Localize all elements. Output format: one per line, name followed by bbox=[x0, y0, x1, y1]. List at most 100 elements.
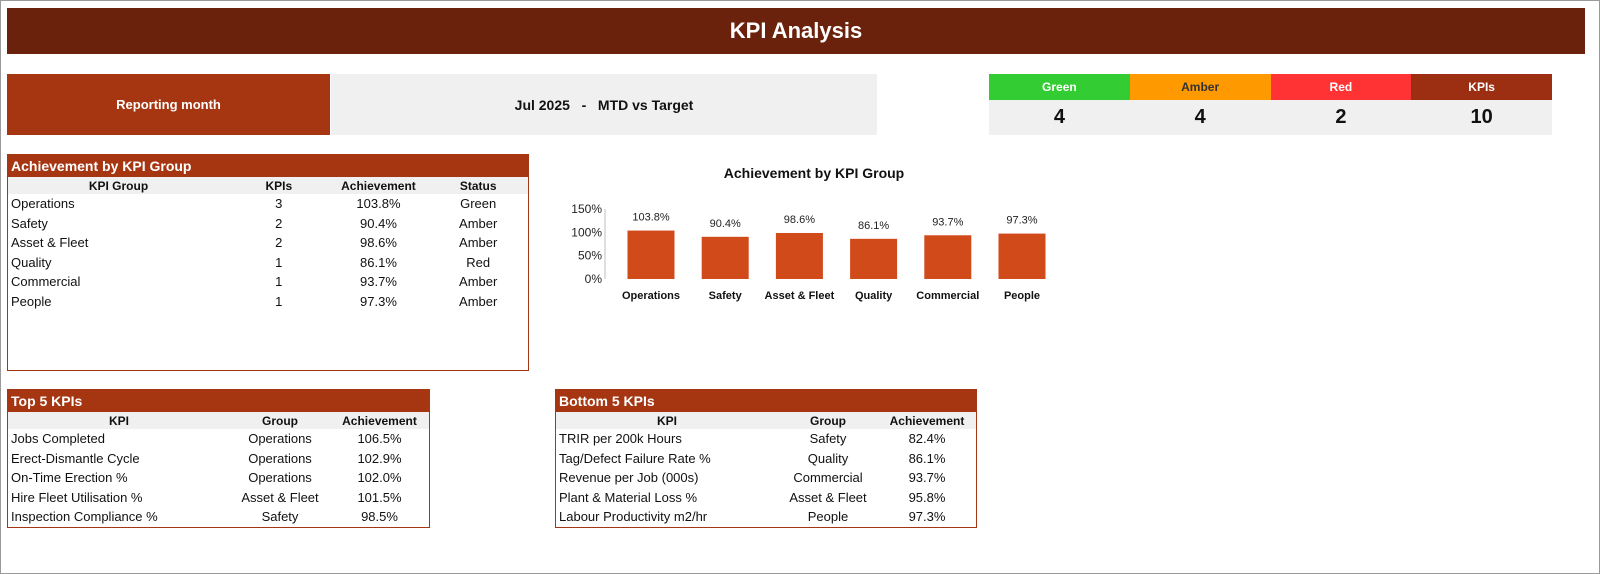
table-cell: Jobs Completed bbox=[11, 431, 105, 447]
table-cell: 93.7% bbox=[360, 274, 397, 290]
table-row[interactable]: Safety 2 90.4% Amber bbox=[8, 214, 528, 234]
status-tile-count: 4 bbox=[989, 100, 1130, 135]
column-header[interactable]: KPIs bbox=[229, 177, 329, 194]
table-cell: Operations bbox=[11, 196, 75, 212]
table-cell: Amber bbox=[459, 215, 498, 231]
reporting-month-value[interactable]: Jul 2025 - MTD vs Target bbox=[331, 74, 877, 135]
achievement-chart[interactable]: Achievement by KPI Group 0% 50% 100% 150% 103… bbox=[548, 160, 1068, 310]
bar bbox=[850, 238, 898, 279]
table-cell: 82.4% bbox=[908, 431, 946, 447]
table-row[interactable]: Operations 3 103.8% Green bbox=[8, 194, 528, 214]
table-cell: 2 bbox=[275, 215, 283, 231]
table-cell: 97.3% bbox=[908, 509, 946, 525]
table-cell: 86.1% bbox=[908, 450, 946, 466]
table-cell: Amber bbox=[459, 293, 498, 309]
table-cell: 103.8% bbox=[356, 196, 401, 212]
table-cell: Hire Fleet Utilisation % bbox=[11, 489, 143, 505]
table-cell: 90.4% bbox=[360, 215, 397, 231]
data-label: 103.8% bbox=[632, 212, 670, 224]
status-tile-kpis: KPIs 10 bbox=[1411, 74, 1552, 135]
bar bbox=[998, 233, 1046, 279]
table-cell: Tag/Defect Failure Rate % bbox=[559, 450, 711, 466]
table-cell: Green bbox=[460, 196, 497, 212]
data-label: 90.4% bbox=[710, 218, 741, 230]
table-cell: Amber bbox=[459, 235, 498, 251]
table-cell: Asset & Fleet bbox=[789, 489, 867, 505]
table-row[interactable]: Inspection Compliance % Safety 98.5% bbox=[8, 507, 429, 527]
table-row[interactable]: People 1 97.3% Amber bbox=[8, 292, 528, 312]
column-header[interactable]: Achievement bbox=[330, 412, 429, 429]
group-achievement-panel: Achievement by KPI Group KPI Group KPIs … bbox=[7, 154, 529, 371]
x-tick-label: Safety bbox=[709, 290, 743, 302]
y-tick-label: 0% bbox=[585, 272, 603, 286]
table-row[interactable]: Asset & Fleet 2 98.6% Amber bbox=[8, 233, 528, 253]
bar bbox=[924, 235, 972, 279]
table-cell: Erect-Dismantle Cycle bbox=[11, 450, 140, 466]
table-cell: 101.5% bbox=[357, 489, 402, 505]
table-cell: Amber bbox=[459, 274, 498, 290]
table-cell: Asset & Fleet bbox=[241, 489, 319, 505]
table-cell: 3 bbox=[275, 196, 283, 212]
bar bbox=[701, 236, 749, 279]
table-cell: 106.5% bbox=[357, 431, 402, 447]
x-tick-label: Operations bbox=[622, 290, 680, 302]
page-title: KPI Analysis bbox=[7, 8, 1585, 54]
table-row[interactable]: Revenue per Job (000s) Commercial 93.7% bbox=[556, 468, 976, 488]
reporting-month-label: Reporting month bbox=[7, 74, 330, 135]
table-cell: Operations bbox=[248, 470, 312, 486]
table-cell: Operations bbox=[248, 450, 312, 466]
column-header[interactable]: KPI bbox=[556, 412, 778, 429]
table-row[interactable]: Erect-Dismantle Cycle Operations 102.9% bbox=[8, 449, 429, 469]
y-tick-label: 50% bbox=[578, 249, 602, 263]
status-tile-label: Red bbox=[1270, 74, 1412, 100]
table-row[interactable]: Labour Productivity m2/hr People 97.3% bbox=[556, 507, 976, 527]
column-header[interactable]: Achievement bbox=[328, 177, 429, 194]
column-header[interactable]: Group bbox=[778, 412, 878, 429]
status-tile-amber: Amber 4 bbox=[1129, 74, 1271, 135]
group-achievement-title: Achievement by KPI Group bbox=[8, 155, 528, 177]
x-tick-label: People bbox=[1004, 290, 1040, 302]
bottom5-panel: Bottom 5 KPIs KPI Group Achievement TRIR… bbox=[555, 389, 977, 528]
table-cell: 1 bbox=[275, 254, 283, 270]
data-label: 93.7% bbox=[932, 216, 963, 228]
table-cell: Inspection Compliance % bbox=[11, 509, 158, 525]
table-cell: 102.0% bbox=[357, 470, 402, 486]
table-row[interactable]: Quality 1 86.1% Red bbox=[8, 253, 528, 273]
table-row[interactable]: Hire Fleet Utilisation % Asset & Fleet 101… bbox=[8, 488, 429, 508]
top5-title: Top 5 KPIs bbox=[8, 390, 429, 412]
data-label: 97.3% bbox=[1006, 215, 1037, 227]
status-summary: Green 4 Amber 4 Red 2 KPIs 10 bbox=[989, 74, 1552, 135]
bottom5-title: Bottom 5 KPIs bbox=[556, 390, 976, 412]
table-cell: Commercial bbox=[793, 470, 863, 486]
x-tick-label: Asset & Fleet bbox=[765, 290, 835, 302]
status-tile-green: Green 4 bbox=[989, 74, 1130, 135]
table-row[interactable]: Plant & Material Loss % Asset & Fleet 95.8… bbox=[556, 488, 976, 508]
status-tile-red: Red 2 bbox=[1270, 74, 1412, 135]
table-row[interactable]: TRIR per 200k Hours Safety 82.4% bbox=[556, 429, 976, 449]
table-cell: 98.5% bbox=[361, 509, 398, 525]
column-header[interactable]: KPI Group bbox=[8, 177, 230, 194]
chart-title: Achievement by KPI Group bbox=[724, 165, 904, 181]
achievement-chart-svg: Achievement by KPI Group 0% 50% 100% 150% 103… bbox=[571, 165, 1046, 302]
table-cell: Plant & Material Loss % bbox=[559, 489, 698, 505]
table-cell: Revenue per Job (000s) bbox=[559, 470, 699, 486]
top5-panel: Top 5 KPIs KPI Group Achievement Jobs Co… bbox=[7, 389, 430, 528]
column-header[interactable]: KPI bbox=[8, 412, 230, 429]
y-tick-label: 100% bbox=[571, 225, 602, 239]
status-tile-label: Green bbox=[989, 74, 1130, 100]
table-cell: Quality bbox=[807, 450, 849, 466]
column-header[interactable]: Achievement bbox=[878, 412, 976, 429]
column-header[interactable]: Group bbox=[230, 412, 330, 429]
table-cell: 95.8% bbox=[908, 489, 946, 505]
table-cell: TRIR per 200k Hours bbox=[559, 431, 682, 447]
table-row[interactable]: On-Time Erection % Operations 102.0% bbox=[8, 468, 429, 488]
table-row[interactable]: Tag/Defect Failure Rate % Quality 86.1% bbox=[556, 449, 976, 469]
table-cell: Red bbox=[466, 254, 491, 270]
x-tick-label: Commercial bbox=[916, 290, 979, 302]
bar bbox=[627, 230, 675, 279]
data-label: 98.6% bbox=[784, 214, 815, 226]
bar bbox=[775, 232, 823, 279]
table-row[interactable]: Commercial 1 93.7% Amber bbox=[8, 272, 528, 292]
column-header[interactable]: Status bbox=[428, 177, 528, 194]
table-row[interactable]: Jobs Completed Operations 106.5% bbox=[8, 429, 429, 449]
